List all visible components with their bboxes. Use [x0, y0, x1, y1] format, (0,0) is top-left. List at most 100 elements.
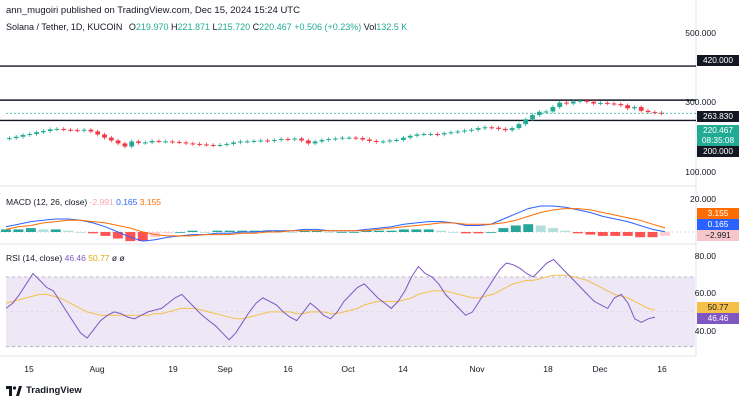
macd-hist-bar-14	[175, 232, 186, 233]
macd-hist-bar-25	[311, 230, 322, 232]
macd-hist-bar-15	[187, 230, 198, 232]
candle-24	[170, 141, 175, 143]
rsi-tick-40: 40.00	[694, 326, 716, 336]
candle-48	[333, 138, 338, 140]
candle-77	[530, 115, 535, 120]
macd-hist-bar-43	[535, 225, 546, 232]
macd-hist-bar-5	[63, 230, 74, 232]
macd-hist-bar-3	[38, 229, 49, 232]
tradingview-logo-icon	[6, 385, 22, 396]
candle-15	[108, 137, 114, 141]
candle-62	[428, 134, 433, 136]
macd-hist-bar-50	[622, 232, 633, 236]
price-tick-300: 300.000	[685, 97, 716, 107]
macd-hist-bar-9	[112, 232, 123, 239]
candle-8	[61, 128, 67, 130]
candle-35	[244, 141, 250, 143]
candle-52	[360, 138, 366, 140]
macd-hist-bar-24	[299, 230, 310, 232]
macd-hist-bar-0	[1, 229, 11, 232]
macd-hist-bar-23	[287, 232, 297, 233]
x-tick-10: 16	[657, 364, 667, 374]
macd-hist-bar-41	[510, 225, 521, 232]
macd-hist-bar-18	[224, 230, 235, 232]
high-value: 221.871	[177, 22, 211, 32]
macd-hist-bar-34	[423, 229, 434, 232]
candle-75	[516, 124, 522, 129]
candle-64	[441, 133, 447, 135]
macd-hist-bar-48	[597, 232, 608, 236]
candle-23	[163, 141, 169, 143]
macd-hist-bar-51	[635, 232, 646, 238]
level-263-tag: 263.830	[697, 111, 739, 122]
rsi-tag: 46.46	[697, 313, 739, 324]
macd-hist-bar-27	[336, 232, 347, 233]
candle-25	[176, 141, 182, 143]
rsi-ma-tag: 50.77	[697, 302, 739, 313]
macd-hist-bar-31	[386, 230, 397, 232]
candle-80	[550, 107, 556, 112]
candle-60	[414, 134, 420, 136]
rsi-label[interactable]: RSI (14, close)	[6, 253, 63, 263]
macd-hist-bar-47	[585, 232, 596, 235]
candle-74	[509, 128, 515, 131]
macd-hist-bar-13	[162, 232, 173, 234]
macd-hist-bar-33	[411, 229, 422, 232]
candle-10	[74, 130, 80, 132]
rsi-ma-value: 50.77	[88, 253, 110, 263]
candle-69	[475, 128, 481, 130]
candle-40	[278, 139, 284, 141]
candle-41	[285, 139, 291, 141]
rsi-value: 46.46	[64, 253, 86, 263]
macd-tick-20: 20.000	[690, 194, 716, 204]
candle-18	[129, 141, 135, 147]
macd-hist-bar-38	[473, 232, 484, 234]
low-label: L	[212, 22, 218, 32]
macd-hist-bar-21	[262, 230, 273, 232]
candle-9	[68, 129, 73, 131]
candle-49	[339, 137, 345, 139]
macd-signal-line	[5, 208, 666, 237]
candle-44	[305, 140, 311, 144]
macd-label[interactable]: MACD (12, 26, close)	[6, 197, 88, 207]
macd-hist-bar-40	[498, 228, 509, 232]
candle-45	[312, 141, 318, 144]
macd-hist-bar-17	[212, 230, 223, 232]
candle-73	[502, 128, 508, 131]
price-tick-100: 100.000	[685, 167, 716, 177]
candle-61	[421, 134, 427, 136]
macd-line-tag: 0.165	[697, 219, 739, 230]
candle-79	[543, 111, 549, 113]
candle-55	[380, 141, 386, 143]
candle-26	[183, 142, 189, 144]
candle-59	[407, 135, 413, 138]
low-value: 215.720	[217, 22, 251, 32]
macd-line-value: 0.165	[116, 197, 138, 207]
macd-hist-bar-2	[25, 228, 36, 232]
rsi-legend: RSI (14, close) 46.46 50.77 ø ø	[6, 253, 125, 263]
x-tick-2: 19	[168, 364, 178, 374]
candle-83	[570, 101, 576, 104]
candle-53	[367, 139, 372, 141]
x-tick-0: 15	[24, 364, 34, 374]
countdown-tag: 08:35:08	[697, 135, 739, 146]
candle-89	[611, 103, 617, 105]
macd-hist-bar-7	[88, 232, 99, 234]
candle-76	[523, 119, 529, 125]
macd-legend: MACD (12, 26, close) -2.991 0.165 3.155	[6, 197, 161, 207]
candle-68	[468, 129, 474, 131]
candle-57	[394, 139, 400, 141]
candle-21	[149, 140, 155, 143]
macd-hist-bar-42	[523, 224, 534, 232]
symbol-name[interactable]: Solana / Tether, 1D, KUCOIN	[6, 22, 123, 32]
macd-hist-bar-20	[249, 230, 260, 232]
macd-hist-tag: −2.991	[697, 230, 739, 241]
close-value: 220.467	[259, 22, 292, 32]
tradingview-logo[interactable]: TradingView	[6, 385, 82, 396]
candle-31	[217, 144, 223, 146]
rsi-ma-line	[5, 274, 656, 320]
macd-hist-bar-37	[461, 232, 472, 234]
candle-54	[373, 140, 379, 142]
macd-hist-bar-53	[660, 232, 670, 236]
